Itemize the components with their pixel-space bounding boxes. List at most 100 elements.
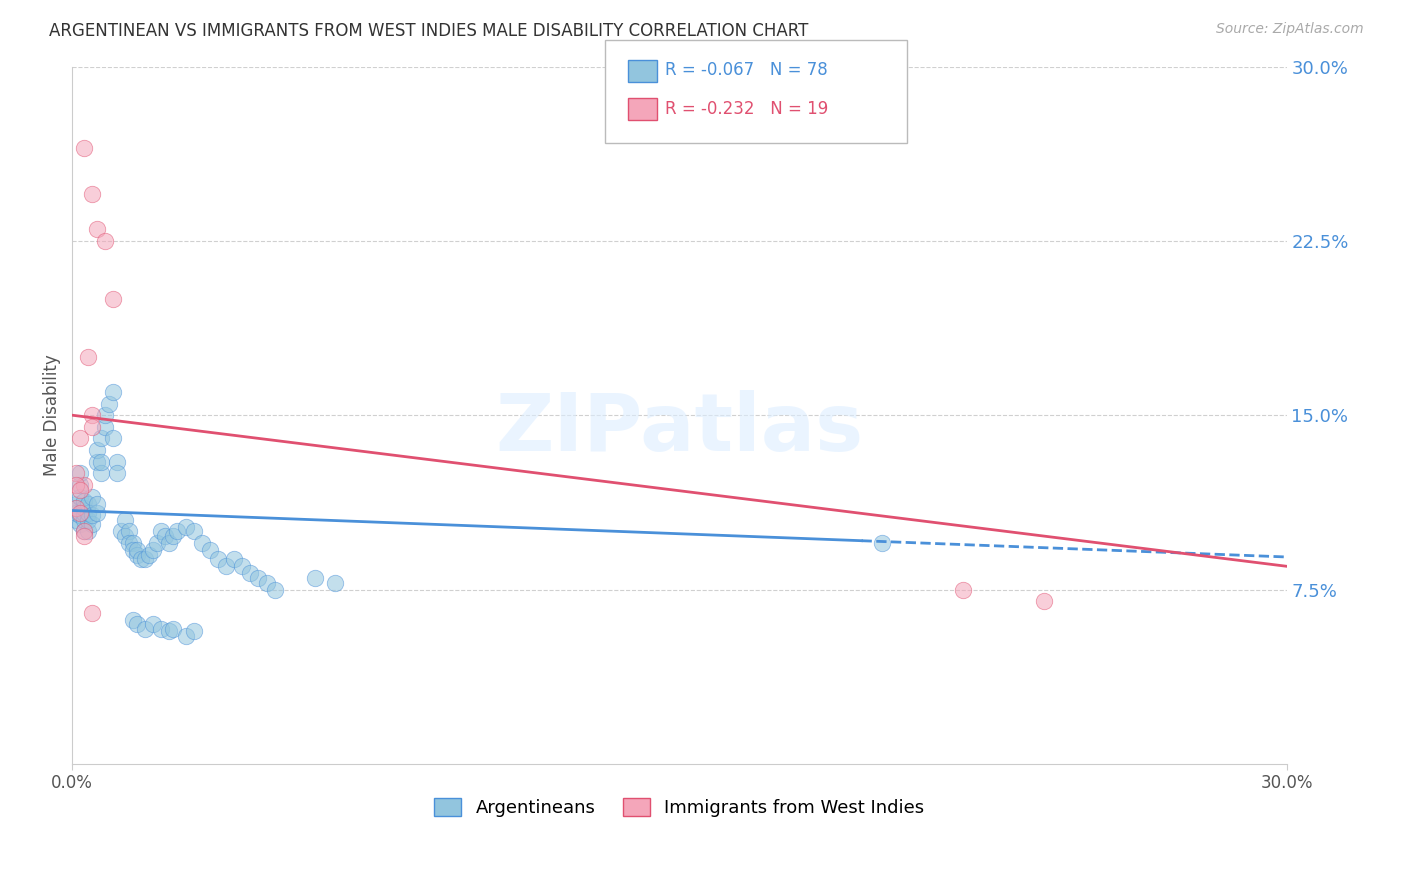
Point [134,622,156,636]
Point [157,536,180,550]
Point [69,517,91,532]
Point [77,496,100,510]
Point [174,629,197,643]
Point [97,396,120,410]
Point [82,187,104,202]
Point [90,432,112,446]
Point [65,513,87,527]
Point [93,234,115,248]
Point [155,529,177,543]
Point [134,552,156,566]
Point [118,524,141,539]
Point [65,478,87,492]
Point [82,606,104,620]
Point [174,520,197,534]
Point [231,559,253,574]
Point [215,559,238,574]
Point [224,552,246,566]
Point [101,432,124,446]
Point [101,292,124,306]
Point [69,483,91,497]
Point [146,536,169,550]
Point [162,622,184,636]
Point [73,529,96,543]
Point [247,571,270,585]
Text: ZIPatlas: ZIPatlas [495,390,863,468]
Point [191,536,214,550]
Point [122,543,145,558]
Point [183,524,205,539]
Point [73,513,96,527]
Point [73,501,96,516]
Point [86,496,108,510]
Point [183,624,205,639]
Point [162,529,184,543]
Point [122,536,145,550]
Point [125,543,148,558]
Point [870,536,893,550]
Point [118,536,141,550]
Point [198,543,221,558]
Y-axis label: Male Disability: Male Disability [44,354,60,476]
Point [207,552,229,566]
Point [93,408,115,422]
Point [86,506,108,520]
Point [73,524,96,539]
Point [125,617,148,632]
Point [952,582,974,597]
Point [93,420,115,434]
Point [325,575,347,590]
Point [69,506,91,520]
Point [65,501,87,516]
Point [125,548,148,562]
Point [129,552,152,566]
Point [73,141,96,155]
Point [166,524,188,539]
Text: Source: ZipAtlas.com: Source: ZipAtlas.com [1216,22,1364,37]
Point [73,506,96,520]
Point [82,408,104,422]
Point [101,384,124,399]
Point [138,548,160,562]
Point [65,467,87,481]
Point [77,513,100,527]
Point [114,513,136,527]
Point [65,496,87,510]
Point [256,575,278,590]
Point [69,432,91,446]
Point [69,490,91,504]
Point [263,582,285,597]
Point [82,490,104,504]
Point [73,524,96,539]
Point [157,624,180,639]
Legend: Argentineans, Immigrants from West Indies: Argentineans, Immigrants from West Indie… [427,790,932,824]
Text: ARGENTINEAN VS IMMIGRANTS FROM WEST INDIES MALE DISABILITY CORRELATION CHART: ARGENTINEAN VS IMMIGRANTS FROM WEST INDI… [49,22,808,40]
Point [73,478,96,492]
Point [86,455,108,469]
Point [150,524,173,539]
Point [69,478,91,492]
Point [86,222,108,236]
Point [304,571,326,585]
Point [82,508,104,523]
Text: R = -0.232   N = 19: R = -0.232 N = 19 [665,100,828,118]
Point [142,543,165,558]
Point [114,529,136,543]
Point [77,350,100,364]
Point [90,455,112,469]
Point [73,494,96,508]
Point [150,622,173,636]
Point [69,508,91,523]
Point [65,501,87,516]
Point [77,506,100,520]
Point [90,467,112,481]
Point [82,517,104,532]
Point [86,443,108,458]
Point [77,524,100,539]
Point [82,420,104,434]
Point [69,467,91,481]
Point [110,524,132,539]
Point [105,455,128,469]
Point [65,506,87,520]
Point [1032,594,1054,608]
